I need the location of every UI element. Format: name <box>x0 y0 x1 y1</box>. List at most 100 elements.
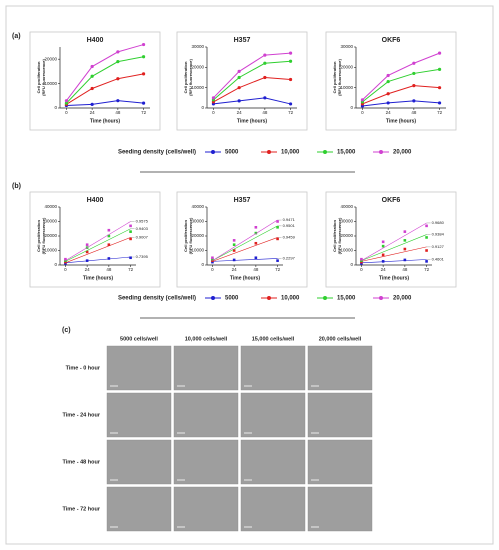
legend-marker <box>379 150 383 154</box>
y-tick-label: 0 <box>350 105 353 110</box>
micrograph <box>307 486 373 532</box>
legend-label: 10,000 <box>281 296 300 302</box>
x-tick-label: 0 <box>65 110 68 115</box>
y-tick-label: 40000 <box>44 204 57 209</box>
y-tick-label: 10000 <box>191 85 204 90</box>
panel-label: (c) <box>62 327 71 334</box>
data-point <box>90 102 94 106</box>
legend-label: 20,000 <box>393 150 412 156</box>
y-tick-label: 40000 <box>191 204 204 209</box>
x-axis-label: Time (hours) <box>90 118 121 124</box>
x-tick-label: 72 <box>128 267 134 272</box>
x-tick-label: 0 <box>361 110 364 115</box>
x-tick-label: 72 <box>275 267 281 272</box>
data-point <box>107 228 111 232</box>
legend-marker <box>323 296 327 300</box>
fit-line <box>361 234 427 261</box>
chart-box <box>176 191 308 288</box>
data-point <box>211 260 214 264</box>
data-point <box>129 256 132 260</box>
data-point <box>237 75 241 80</box>
r2-label: 0.9384 <box>432 232 445 237</box>
data-point <box>412 84 416 88</box>
fit-line <box>212 237 278 262</box>
r2-label: 0.9471 <box>283 217 296 222</box>
data-point <box>403 239 407 242</box>
series-line <box>213 76 291 103</box>
legend-marker <box>211 296 215 300</box>
y-axis-label: Cell proliferation <box>332 61 337 93</box>
data-point <box>276 226 279 229</box>
data-point <box>116 60 120 64</box>
y-tick-label: 20000 <box>191 65 204 70</box>
fit-line <box>361 222 427 261</box>
x-tick-label: 48 <box>402 267 408 272</box>
data-point <box>386 92 390 96</box>
legend-marker <box>379 296 383 300</box>
data-point <box>381 244 385 248</box>
data-point <box>276 259 279 262</box>
micrograph <box>240 392 306 438</box>
y-axis-label: Cell proliferation <box>36 220 41 252</box>
legend-marker <box>323 150 327 154</box>
data-point <box>254 226 258 229</box>
micrograph <box>307 345 373 391</box>
data-point <box>237 69 241 73</box>
x-tick-label: 24 <box>237 110 243 115</box>
data-point <box>232 249 236 252</box>
data-point <box>64 262 67 265</box>
y-axis-label: (RFU fluorescence) <box>41 59 46 96</box>
data-point <box>237 86 241 90</box>
data-point <box>254 256 258 260</box>
data-point <box>64 101 69 105</box>
x-tick-label: 48 <box>262 110 268 115</box>
data-point <box>403 230 407 233</box>
data-point <box>288 102 293 106</box>
x-axis-label: Time (hours) <box>386 118 417 124</box>
x-axis-label: Time (hours) <box>83 275 114 281</box>
data-point <box>141 42 146 47</box>
data-point <box>85 250 89 254</box>
panel-label: (a) <box>12 33 21 40</box>
legend-label: 10,000 <box>281 150 300 156</box>
r2-label: 0.9680 <box>432 220 445 225</box>
y-tick-label: 0 <box>54 105 57 110</box>
y-axis-label: (RFU fluorescence) <box>188 59 193 96</box>
data-point <box>85 243 89 246</box>
fit-line <box>361 246 427 262</box>
data-point <box>107 257 111 260</box>
x-tick-label: 0 <box>64 267 67 272</box>
data-point <box>141 55 146 59</box>
series-line <box>362 68 440 103</box>
data-point <box>288 51 293 55</box>
chart-title: OKF6 <box>382 197 401 204</box>
x-tick-label: 48 <box>411 110 417 115</box>
series-line <box>362 85 440 105</box>
legend-label: 15,000 <box>337 150 356 156</box>
data-point <box>412 71 416 76</box>
y-tick-label: 10000 <box>340 248 353 253</box>
y-tick-label: 10000 <box>340 85 353 90</box>
x-tick-label: 24 <box>90 110 96 115</box>
data-point <box>85 259 89 262</box>
y-tick-label: 30000 <box>191 44 204 49</box>
y-tick-label: 0 <box>350 262 353 267</box>
x-tick-label: 24 <box>85 267 91 272</box>
data-point <box>288 77 293 82</box>
chart-box <box>29 31 161 131</box>
micrograph <box>106 392 172 438</box>
data-point <box>211 96 216 100</box>
legend-marker <box>211 150 215 154</box>
fit-line <box>65 256 131 264</box>
data-point <box>211 256 214 260</box>
data-point <box>412 61 416 65</box>
data-point <box>425 260 428 263</box>
data-point <box>403 258 407 262</box>
data-point <box>381 260 385 263</box>
fit-line <box>65 221 131 261</box>
data-point <box>360 257 363 261</box>
data-point <box>360 260 363 264</box>
row-label: Time - 72 hour <box>63 506 101 512</box>
fit-line <box>212 219 278 261</box>
y-tick-label: 10000 <box>44 248 57 253</box>
